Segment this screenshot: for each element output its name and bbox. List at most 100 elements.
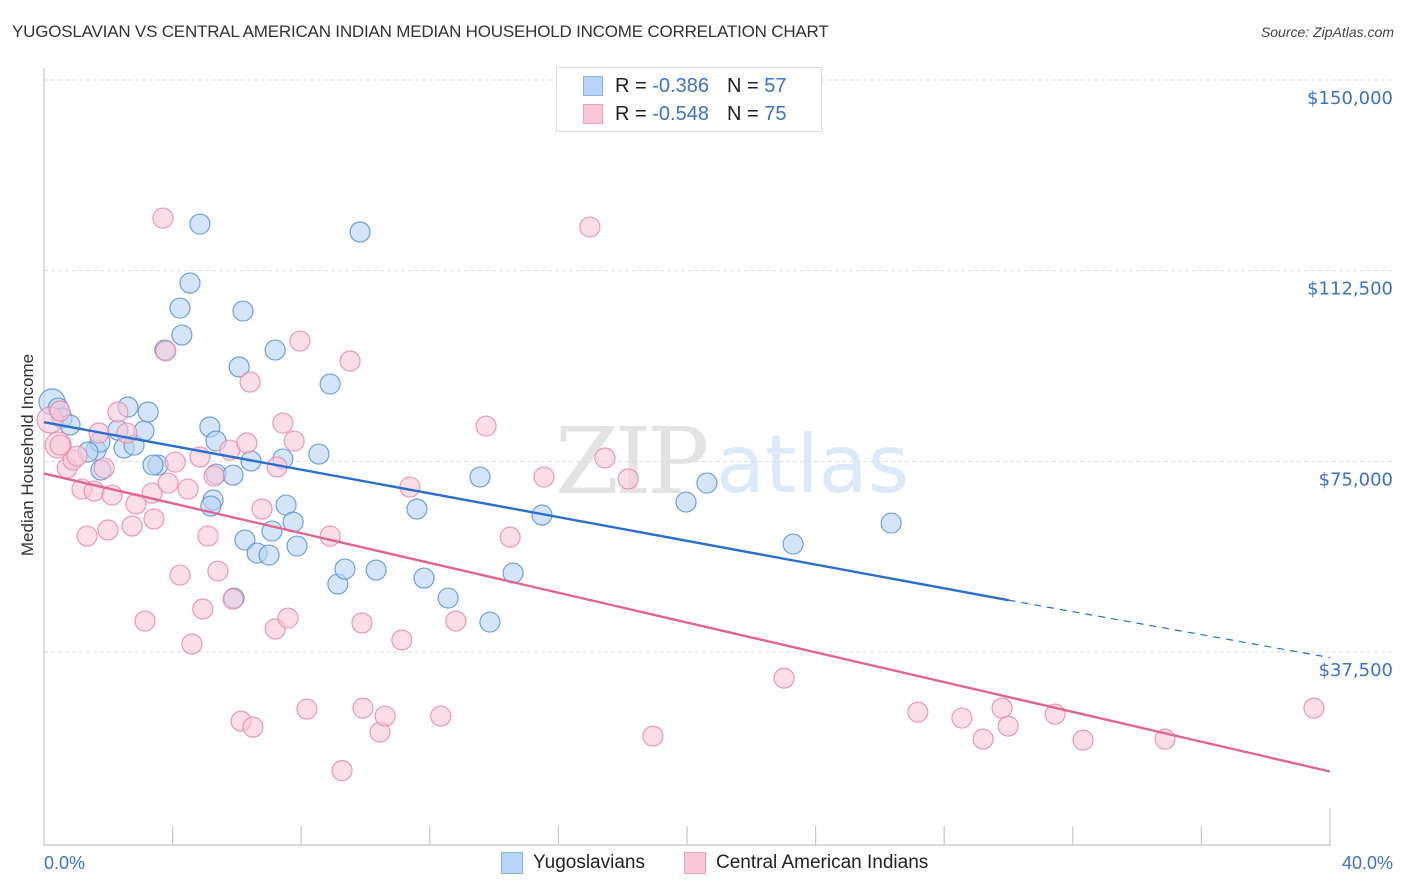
cai-point [222, 588, 244, 610]
yugoslavian-point [228, 356, 250, 378]
yugoslavian-point [334, 558, 356, 580]
cai-point [239, 371, 261, 393]
chart-title: YUGOSLAVIAN VS CENTRAL AMERICAN INDIAN M… [12, 22, 829, 41]
yugoslavian-point [258, 544, 280, 566]
y-tick-labels: $37,500 $75,000 $112,500 $150,000 [1307, 88, 1393, 681]
cai-point [579, 216, 601, 238]
cai-point [121, 515, 143, 537]
legend-item-central-american-indians[interactable]: Central American Indians [684, 852, 928, 874]
cai-point [277, 607, 299, 629]
cai-point [1303, 697, 1325, 719]
cai-point [445, 610, 467, 632]
yugoslavian-point [880, 512, 902, 534]
cai-point [289, 330, 311, 352]
y-tick-label: $37,500 [1319, 660, 1393, 681]
cai-point [236, 432, 258, 454]
cai-point [991, 697, 1013, 719]
y-tick-label: $112,500 [1307, 279, 1393, 300]
cai-point [907, 701, 929, 723]
y-tick-label: $150,000 [1307, 88, 1393, 109]
cai-point [207, 560, 229, 582]
legend-n-label: N = [726, 74, 759, 97]
central-american-indians-points [36, 207, 1325, 782]
yugoslavian-point [479, 611, 501, 633]
yugoslavian-point [782, 533, 804, 555]
cai-point [116, 422, 138, 444]
legend-r-label: R = [615, 74, 647, 97]
legend-r-label: R = [615, 102, 647, 125]
cai-point [203, 465, 225, 487]
cai-point [242, 716, 264, 738]
cai-point [1072, 729, 1094, 751]
cai-point [594, 447, 616, 469]
yugoslavian-point [469, 466, 491, 488]
cai-point [155, 340, 177, 362]
x-tick-label: 40.0% [1342, 853, 1393, 873]
yugoslavian-point [189, 213, 211, 235]
cai-point [49, 434, 71, 456]
legend-r-value: -0.386 [652, 74, 709, 97]
cai-point [134, 610, 156, 632]
cai-point [374, 705, 396, 727]
trend-lines [43, 421, 1331, 773]
cai-point [352, 697, 374, 719]
cai-point [997, 715, 1019, 737]
watermark-atlas: atlas [716, 418, 910, 511]
cai-point [283, 430, 305, 452]
cai-point [972, 728, 994, 750]
cai-point [181, 633, 203, 655]
cai-point [399, 476, 421, 498]
yugoslavian-point [286, 535, 308, 557]
cai-point [331, 760, 353, 782]
cai-point [351, 612, 373, 634]
yugoslavians-trend-line [43, 421, 1009, 602]
cai-point [533, 466, 555, 488]
cai-point [177, 478, 199, 500]
cai-point [430, 705, 452, 727]
cai-point [773, 667, 795, 689]
cai-point [66, 445, 88, 467]
cai-point [617, 468, 639, 490]
legend-label: Central American Indians [716, 852, 929, 873]
yugoslavian-point [308, 443, 330, 465]
yugoslavian-point [696, 472, 718, 494]
yugoslavian-point [365, 559, 387, 581]
cai-point [157, 472, 179, 494]
yugoslavian-point [675, 491, 697, 513]
x-tick-label: 0.0% [44, 853, 85, 873]
legend-item-yugoslavians[interactable]: Yugoslavians [501, 852, 645, 874]
yugoslavian-point [349, 221, 371, 243]
cai-point [951, 707, 973, 729]
cai-point [169, 564, 191, 586]
cai-point [251, 498, 273, 520]
cai-point [192, 598, 214, 620]
cai-point [272, 412, 294, 434]
cai-point [319, 525, 341, 547]
correlation-legend: R = -0.386 N = 57 R = -0.548 N = 75 [556, 67, 822, 132]
cai-point [197, 525, 219, 547]
central-american-indians-swatch [684, 852, 706, 874]
legend-row-yugoslavians: R = -0.386 N = 57 [583, 73, 786, 99]
legend-row-central-american-indians: R = -0.548 N = 75 [583, 101, 786, 127]
yugoslavian-point [169, 297, 191, 319]
legend-n-value: 75 [764, 102, 787, 125]
yugoslavian-point [406, 498, 428, 520]
cai-point [475, 415, 497, 437]
yugoslavian-point [413, 567, 435, 589]
cai-point [499, 526, 521, 548]
yugoslavian-point [171, 324, 193, 346]
cai-trend-line [43, 472, 1331, 773]
axes [43, 68, 1331, 846]
source-label: Source: ZipAtlas.com [1260, 24, 1394, 40]
cai-point [164, 451, 186, 473]
legend-r-value: -0.548 [652, 102, 709, 125]
yugoslavian-point [264, 339, 286, 361]
cai-point [339, 350, 361, 372]
yugoslavian-point [179, 272, 201, 294]
legend-label: Yugoslavians [533, 852, 645, 873]
legend-n-value: 57 [764, 74, 787, 97]
cai-point [391, 629, 413, 651]
yugoslavians-swatch [501, 852, 523, 874]
cai-point [49, 400, 71, 422]
